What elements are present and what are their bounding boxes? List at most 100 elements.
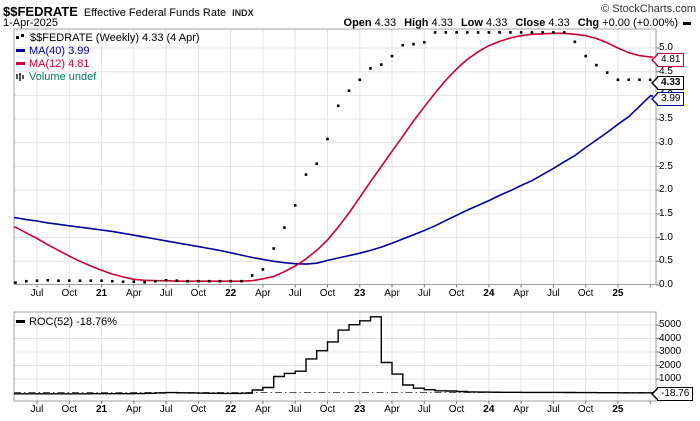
legend-price: $$FEDRATE (Weekly) 4.33 (4 Apr) [16,31,200,44]
price-dot [466,31,469,34]
x-axis-label: 22 [225,404,237,415]
x-axis-label: Oct [577,404,594,415]
price-dot [476,31,480,34]
y-axis-label: 3000 [659,346,682,358]
price-dot [293,204,297,207]
quote-row: 1-Apr-2025 Open 4.33 High 4.33 Low 4.33 Close 4… [3,17,691,30]
price-dot [46,279,50,282]
price-dot [261,268,265,271]
roc-line-icon [16,320,25,323]
price-dot [164,279,168,282]
y-axis-label: 2000 [659,359,682,371]
price-dot [240,279,243,283]
x-axis-label: Jul [546,288,560,299]
x-axis-label: Oct [448,288,465,299]
legend-volume: Volume undef [16,70,96,83]
price-dot [186,279,189,283]
x-axis-label: Oct [577,288,594,299]
price-dot [605,71,609,74]
low-label: Low [460,17,483,29]
price-dot [573,40,577,44]
x-axis-label: Oct [319,288,336,299]
legend-roc: ROC(52) -18.76% [16,315,117,328]
price-dot [519,31,523,34]
title-row: $$FEDRATE Effective Federal Funds Rate IND… [3,3,696,19]
price-dot [283,226,286,229]
price-dot [14,281,17,284]
price-dot [326,137,329,141]
price-dot [584,54,587,58]
x-axis-label: Apr [255,404,271,415]
high-value: 4.33 [431,17,453,29]
x-axis-label: 23 [354,404,366,415]
flat-change-dash-icon [683,21,691,25]
price-dot [487,31,491,34]
x-axis-label: 23 [354,288,366,299]
legend-ma40-label: MA(40) 3.99 [29,44,90,57]
price-dot [595,63,598,67]
open-label: Open [343,17,372,29]
x-axis-label: Oct [319,404,336,415]
y-axis-label: 4.5 [659,65,673,77]
copyright: © StockCharts.com [601,3,696,15]
price-dot [638,78,641,82]
ma40-value-callout: 3.99 [657,91,685,106]
y-axis-label: 5000 [659,319,682,331]
price-dot [250,274,254,277]
price-dot [218,279,222,283]
price-dot [25,279,28,283]
roc-series-line [14,316,656,395]
legend-roc-label: ROC(52) -18.76% [29,315,118,328]
price-dot [433,31,437,34]
legend-volume-label: Volume undef [29,70,97,83]
x-axis-label: Apr [255,288,271,299]
y-axis-label: 2.5 [659,160,673,172]
price-dot [358,78,362,82]
price-dot [132,280,136,283]
price-dot [68,279,71,282]
price-dot [100,279,103,282]
x-axis-label: Jul [417,288,431,299]
main-panel-border [13,28,657,285]
x-axis-label: 24 [483,288,495,299]
x-axis-label: Jul [159,288,173,299]
y-axis-label: 4000 [659,332,682,344]
x-axis-label: Apr [513,288,529,299]
price-dot [562,31,566,34]
x-axis-label: Oct [61,288,78,299]
x-axis-label: 25 [612,404,624,415]
x-axis-label: Jul [546,404,560,415]
ma12-value-callout: 4.81 [657,53,685,67]
x-axis-label: 25 [612,288,624,299]
price-dot [498,31,501,34]
x-axis-label: Jul [159,404,173,415]
exchange-label: INDX [232,8,254,18]
price-dots-icon [16,34,26,39]
price-dot [369,67,372,70]
price-dot [272,247,275,250]
x-axis-label: Apr [126,404,142,415]
price-dot [380,63,383,66]
price-dot [552,31,555,34]
x-axis-label: Jul [288,404,302,415]
price-dot [336,104,340,108]
ma40-line-icon [16,49,25,52]
x-axis-label: Oct [61,404,78,415]
volume-bars-icon [16,72,25,81]
price-dot [197,279,200,283]
price-dot [530,31,534,34]
legend-ma12-label: MA(12) 4.81 [29,57,90,70]
price-dot [347,89,351,92]
ma12-line-icon [16,62,25,65]
price-dot [78,279,82,282]
chg-label: Chg [577,17,600,29]
x-axis-label: Apr [384,404,400,415]
close-label: Close [515,17,546,29]
ohlc-quote: Open 4.33 High 4.33 Low 4.33 Close 4.33 Chg +0.00… [344,17,691,29]
close-value: 4.33 [548,17,570,29]
x-axis-label: Apr [126,288,142,299]
x-axis-label: Jul [30,288,44,299]
y-axis-label: 2.0 [659,184,673,196]
y-axis-label: 1.5 [659,207,673,219]
